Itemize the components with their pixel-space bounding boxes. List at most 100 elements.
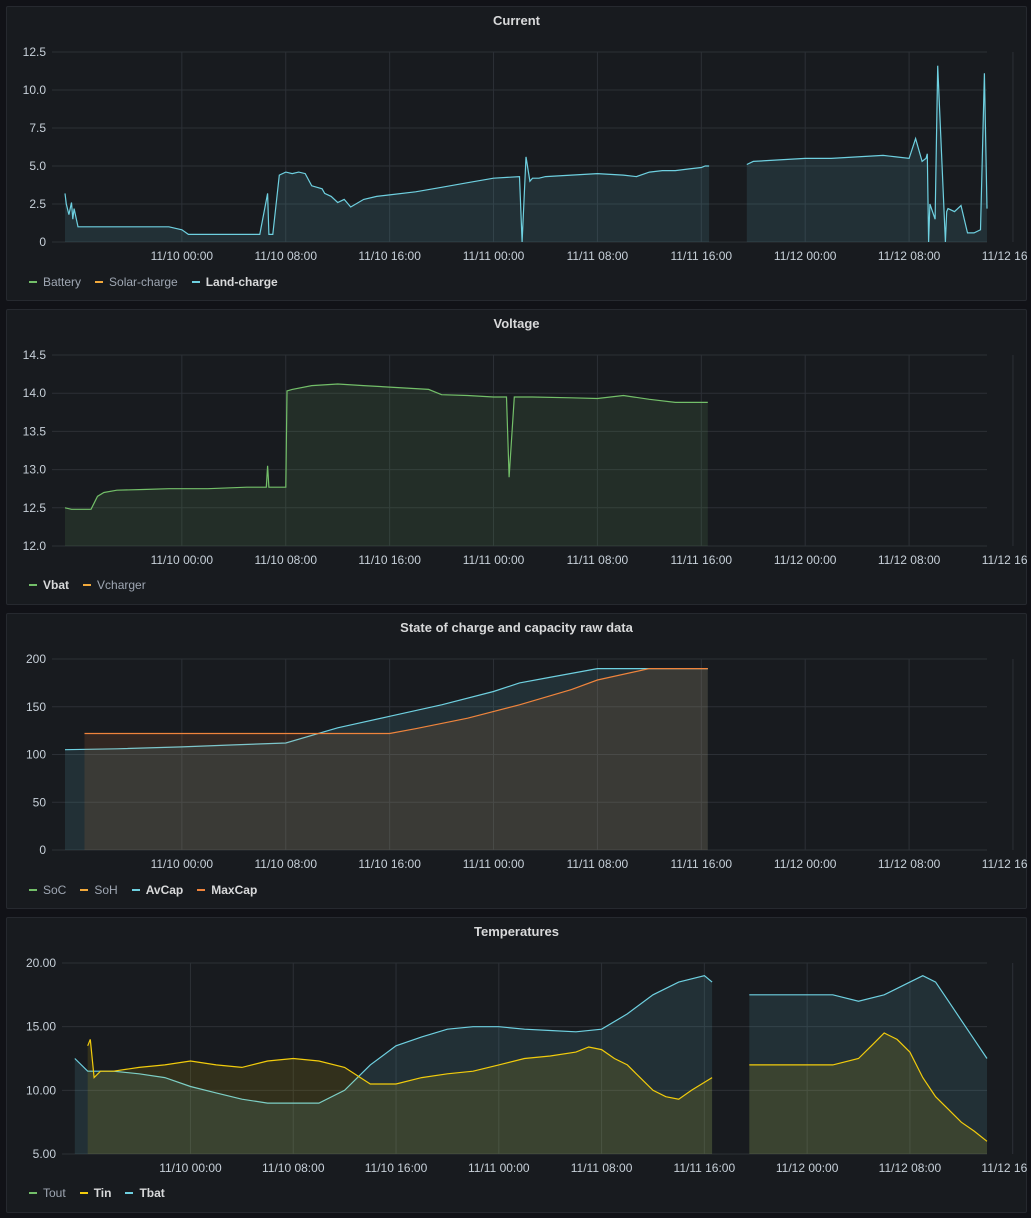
panel-current: Current 0 2.5 5.0 7.5 10.0 12.5 11/10 00:00 11/… (6, 6, 1028, 301)
x-tick-label: 11/12 08:00 (878, 553, 941, 567)
legend-swatch (83, 584, 92, 586)
legend-swatch (29, 281, 37, 283)
legend-item[interactable]: Solar-charge (95, 275, 178, 289)
legend-label: SoH (94, 883, 118, 897)
y-tick-label: 13.0 (23, 463, 47, 477)
x-tick-label: 11/10 16:00 (365, 1161, 428, 1175)
x-tick-label: 11/11 08:00 (567, 249, 629, 263)
legend-label: Tin (93, 1186, 112, 1200)
series-line (64, 668, 708, 751)
legend-swatch (191, 281, 200, 283)
legend-item[interactable]: Tbat (125, 1186, 165, 1200)
y-tick-label: 5.0 (29, 159, 46, 173)
x-tick-label: 11/12 00:00 (776, 1161, 839, 1175)
legend-label: Battery (43, 275, 82, 289)
legend-swatch (29, 889, 37, 891)
x-tick-label: 11/12 08:00 (878, 249, 941, 263)
panel-temperatures: Temperatures 5.00 10.00 15.00 20.00 11/10 00… (6, 917, 1028, 1213)
y-tick-label: 0 (39, 843, 46, 857)
legend-swatch (29, 584, 37, 586)
x-tick-label: 11/11 16:00 (670, 857, 732, 871)
x-tick-label: 11/11 00:00 (463, 553, 525, 567)
chart-current: 0 2.5 5.0 7.5 10.0 12.5 11/10 00:00 11/10 08:00… (23, 45, 1028, 263)
x-tick-label: 11/12 16:00 (982, 553, 1028, 567)
legend-item[interactable]: MaxCap (197, 883, 257, 897)
legend-item[interactable]: Tout (29, 1186, 66, 1200)
legend-item[interactable]: Land-charge (191, 275, 278, 289)
legend-swatch (80, 889, 89, 891)
x-tick-label: 11/11 00:00 (468, 1161, 530, 1175)
x-tick-label: 11/10 08:00 (262, 1161, 325, 1175)
chart-soc: 0 50 100 150 200 11/10 00:00 11/10 08:00 11/10 … (26, 652, 1028, 871)
panel-title: Temperatures (473, 924, 559, 939)
y-tick-label: 14.0 (23, 386, 47, 400)
x-tick-label: 11/11 08:00 (567, 553, 629, 567)
x-tick-label: 11/12 00:00 (774, 553, 837, 567)
y-tick-label: 12.0 (23, 539, 47, 553)
legend-swatch (29, 1192, 37, 1194)
x-tick-label: 11/10 00:00 (151, 249, 214, 263)
y-tick-label: 13.5 (23, 424, 47, 438)
x-tick-label: 11/11 08:00 (571, 1161, 633, 1175)
series-area (749, 1033, 987, 1154)
legend-item[interactable]: Vbat (29, 578, 69, 592)
panel-soc: State of charge and capacity raw data 0 5… (6, 613, 1028, 909)
y-tick-label: 150 (26, 700, 46, 714)
x-tick-label: 11/12 08:00 (878, 857, 941, 871)
x-tick-label: 11/10 16:00 (358, 857, 421, 871)
x-tick-label: 11/11 08:00 (567, 857, 629, 871)
x-tick-label: 11/10 00:00 (151, 857, 214, 871)
y-tick-label: 12.5 (23, 45, 47, 59)
y-tick-label: 2.5 (29, 197, 46, 211)
x-tick-label: 11/10 16:00 (358, 249, 421, 263)
legend-swatch (131, 889, 140, 891)
series-line (749, 1032, 988, 1142)
legend-item[interactable]: Tin (79, 1186, 112, 1200)
y-tick-label: 0 (39, 235, 46, 249)
legend-item[interactable]: SoH (80, 883, 118, 897)
y-tick-label: 14.5 (23, 348, 47, 362)
series-line (64, 156, 710, 243)
x-tick-label: 11/12 00:00 (774, 857, 837, 871)
legend-item[interactable]: Vcharger (83, 578, 146, 592)
x-tick-label: 11/10 08:00 (254, 249, 317, 263)
legend-label: Vcharger (97, 578, 146, 592)
x-tick-label: 11/10 08:00 (254, 553, 317, 567)
series-line (64, 383, 708, 510)
legend-swatch (197, 889, 206, 891)
x-tick-label: 11/12 00:00 (774, 249, 837, 263)
legend-label: SoC (43, 883, 67, 897)
legend: Vbat Vcharger (29, 578, 146, 592)
series-area (87, 1039, 713, 1154)
chart-voltage: 12.0 12.5 13.0 13.5 14.0 14.5 11/10 00:00 11/10… (23, 348, 1028, 567)
panel-title: State of charge and capacity raw data (400, 620, 633, 635)
panel-voltage: Voltage 12.0 12.5 13.0 13.5 14.0 14.5 11/10 00… (6, 309, 1028, 605)
legend-label: Vbat (43, 578, 70, 592)
legend: SoC SoH AvCap MaxCap (29, 883, 257, 897)
x-tick-label: 11/11 16:00 (670, 249, 732, 263)
x-tick-label: 11/11 00:00 (463, 249, 525, 263)
series-area (749, 975, 987, 1154)
legend: Battery Solar-charge Land-charge (29, 275, 278, 289)
y-tick-label: 100 (26, 748, 46, 762)
legend-item[interactable]: Battery (29, 275, 81, 289)
panel-title: Voltage (493, 316, 540, 331)
legend-label: Tout (43, 1186, 66, 1200)
series-area (84, 668, 708, 850)
legend-item[interactable]: AvCap (131, 883, 183, 897)
legend-item[interactable]: SoC (29, 883, 66, 897)
y-tick-label: 10.0 (23, 83, 47, 97)
series-area (746, 65, 987, 242)
series-line (746, 65, 988, 243)
legend-swatch (125, 1192, 134, 1194)
series-area (74, 975, 713, 1154)
y-tick-label: 15.00 (26, 1020, 56, 1034)
legend-label: Tbat (139, 1186, 165, 1200)
legend-label: MaxCap (211, 883, 258, 897)
x-tick-label: 11/12 16:00 (982, 857, 1028, 871)
x-tick-label: 11/11 00:00 (463, 857, 525, 871)
y-tick-label: 10.00 (26, 1083, 56, 1097)
y-tick-label: 7.5 (29, 121, 46, 135)
y-tick-label: 200 (26, 652, 46, 666)
series-line (87, 1039, 713, 1100)
